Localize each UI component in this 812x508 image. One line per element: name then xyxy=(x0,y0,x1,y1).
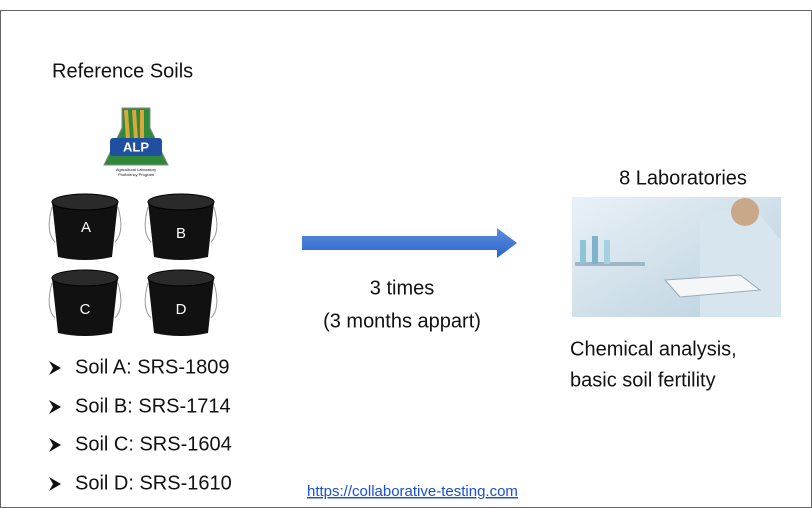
logo: ALP Agricultural Laboratory Proficiency … xyxy=(104,108,168,177)
soil-item: Soil C: SRS-1604 xyxy=(75,433,232,455)
soil-item: Soil B: SRS-1714 xyxy=(75,395,231,417)
labs-description: basic soil fertility xyxy=(570,369,716,391)
bucket-label: C xyxy=(80,301,91,318)
title: Reference Soils xyxy=(52,60,193,82)
logo-caption: Proficiency Program xyxy=(118,172,155,177)
bucket-label: D xyxy=(176,301,187,318)
buckets: A B C D xyxy=(49,194,217,336)
bucket-label: A xyxy=(81,219,91,236)
arrow xyxy=(302,228,517,258)
link[interactable]: https://collaborative-testing.com xyxy=(307,483,518,500)
arrow-label: 3 times xyxy=(370,277,434,299)
slide: Reference Soils ALP Agricultural Laborat… xyxy=(0,0,812,508)
labs-title: 8 Laboratories xyxy=(619,167,747,189)
soil-item: Soil D: SRS-1610 xyxy=(75,472,232,494)
lab-photo xyxy=(572,197,781,317)
arrow-label: (3 months appart) xyxy=(323,310,481,332)
logo-acronym: ALP xyxy=(123,139,149,154)
soil-item: Soil A: SRS-1809 xyxy=(75,356,230,378)
soil-list: Soil A: SRS-1809 Soil B: SRS-1714 Soil C… xyxy=(49,356,232,494)
bucket-label: B xyxy=(176,225,186,242)
labs-description: Chemical analysis, xyxy=(570,338,737,360)
link-text[interactable]: https://collaborative-testing.com xyxy=(307,483,518,500)
